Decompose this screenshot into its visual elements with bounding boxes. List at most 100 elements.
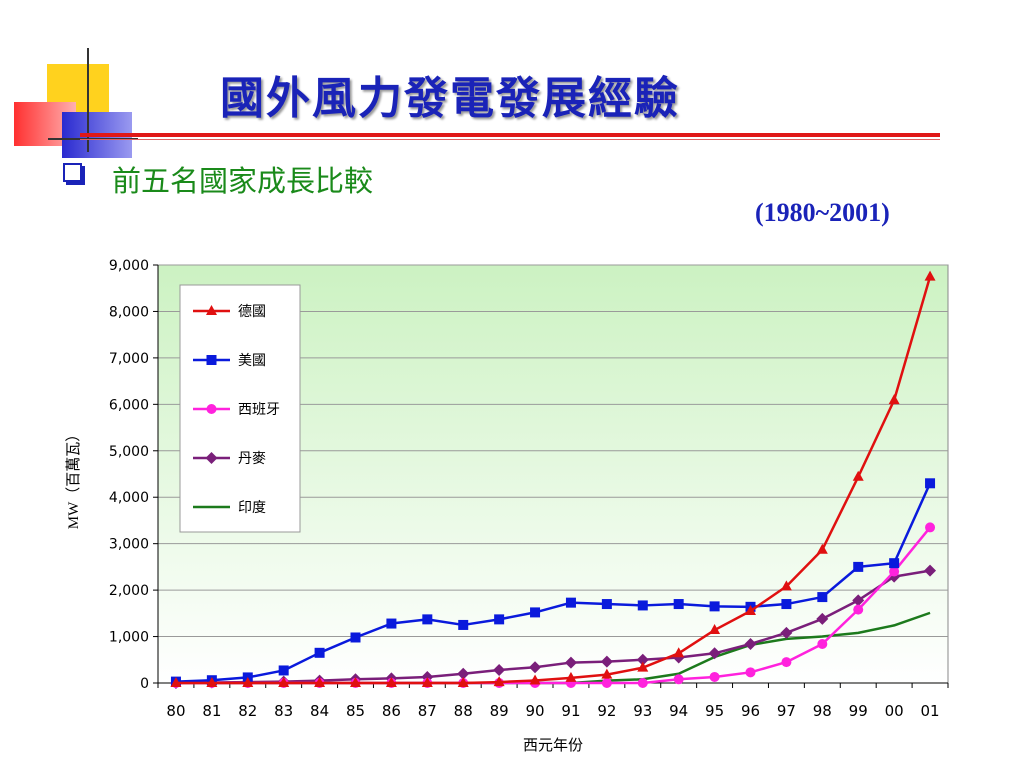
data-point (816, 543, 828, 554)
x-tick-label: 86 (382, 702, 401, 720)
data-point (673, 599, 684, 610)
series-line (175, 569, 931, 685)
y-tick-label: 4,000 (109, 490, 149, 506)
data-point (637, 678, 648, 688)
data-point (564, 656, 577, 669)
data-point (852, 594, 865, 607)
section-subtitle: 前五名國家成長比較 (112, 164, 374, 198)
data-point (673, 674, 684, 685)
data-point (529, 661, 542, 674)
x-axis-label: 西元年份 (523, 737, 583, 754)
data-point (709, 624, 721, 635)
data-point (601, 599, 612, 610)
data-point (925, 478, 936, 489)
title-underline-thin (80, 139, 940, 140)
data-point (636, 653, 649, 666)
data-point (601, 678, 612, 688)
data-point (816, 612, 829, 625)
x-tick-labels: 80 81 82 83 84 85 86 87 88 89 90 91 92 93 94 95 96 97 98 99… (166, 702, 939, 720)
series-group (169, 270, 937, 689)
data-point (924, 270, 936, 281)
data-point (708, 647, 721, 660)
data-point (745, 605, 756, 616)
data-point (385, 677, 397, 687)
x-tick-label: 95 (705, 702, 724, 720)
data-point (745, 667, 756, 678)
x-tick-label: 83 (274, 702, 293, 720)
x-tick-label: 98 (813, 702, 832, 720)
data-point (170, 677, 182, 687)
data-point (852, 470, 864, 481)
data-point (601, 668, 613, 679)
page-title: 國外風力發電發展經驗 (220, 73, 680, 124)
x-tick-label: 97 (777, 702, 796, 720)
deco-vertical-line (87, 48, 89, 152)
data-point (780, 580, 792, 591)
y-axis-label: MW（百萬瓦） (65, 427, 82, 530)
x-tick-label: 81 (202, 702, 221, 720)
y-tick-label: 2,000 (109, 583, 149, 599)
x-tick-label: 84 (310, 702, 329, 720)
x-tick-label: 01 (920, 702, 939, 720)
y-tick-label: 9,000 (109, 258, 149, 274)
data-point (529, 674, 541, 685)
data-point (350, 632, 361, 643)
x-tick-label: 87 (418, 702, 437, 720)
year-range: (1980~2001) (755, 198, 890, 227)
data-point (888, 394, 900, 405)
data-point (744, 637, 757, 650)
x-tick-label: 85 (346, 702, 365, 720)
y-tick-label: 3,000 (109, 537, 149, 553)
x-tick-label: 94 (669, 702, 688, 720)
data-point (709, 601, 720, 612)
data-point (314, 677, 326, 687)
data-point (600, 655, 613, 668)
data-point (637, 600, 648, 611)
data-point (781, 657, 792, 668)
data-point (673, 647, 685, 658)
legend-label: 美國 (238, 353, 266, 369)
series-line (175, 276, 932, 685)
data-point (494, 614, 505, 625)
series-0 (170, 270, 936, 687)
data-point (781, 599, 792, 610)
y-tick-label: 5,000 (109, 444, 149, 460)
y-tick-label: 1,000 (109, 630, 149, 646)
data-point (817, 638, 828, 649)
data-point (889, 566, 900, 577)
data-point (853, 604, 864, 615)
data-point (206, 677, 218, 687)
x-tick-label: 99 (849, 702, 868, 720)
x-tick-label: 82 (238, 702, 257, 720)
data-point (242, 677, 254, 687)
data-point (386, 618, 397, 629)
legend-swatch-marker (206, 355, 217, 365)
x-tick-label: 93 (633, 702, 652, 720)
data-point (457, 667, 470, 680)
data-point (493, 663, 506, 676)
x-tick-label: 91 (561, 702, 580, 720)
x-tick-label: 90 (525, 702, 544, 720)
legend-swatch-marker (206, 404, 217, 414)
data-point (457, 677, 469, 687)
data-point (421, 677, 433, 687)
title-underline (80, 133, 940, 137)
data-point (565, 597, 576, 608)
checkbox-bullet-icon (63, 163, 82, 182)
data-point (817, 592, 828, 603)
data-point (780, 626, 793, 639)
data-point (637, 661, 649, 672)
x-tick-label: 96 (741, 702, 760, 720)
x-tick-label: 88 (454, 702, 473, 720)
data-point (278, 677, 290, 687)
data-point (709, 671, 720, 682)
x-tick-label: 89 (490, 702, 509, 720)
data-point (314, 647, 325, 658)
data-point (493, 676, 505, 687)
x-tick-label: 00 (885, 702, 904, 720)
data-point (422, 614, 433, 625)
y-tick-label: 6,000 (109, 397, 149, 413)
data-point (565, 671, 577, 682)
